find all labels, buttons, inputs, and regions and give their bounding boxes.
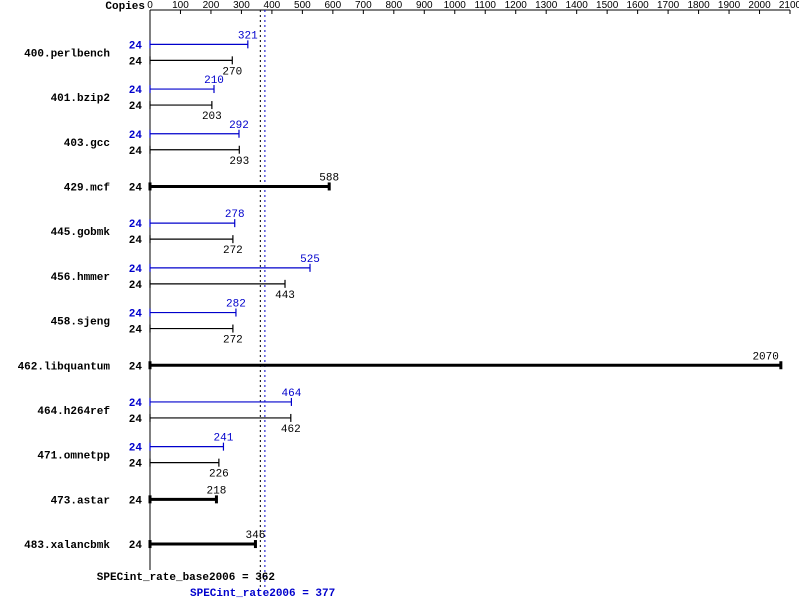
copies-value: 24: [129, 398, 143, 410]
result-value: 443: [275, 290, 295, 302]
result-value: 270: [222, 66, 242, 78]
xaxis-tick-label: 1300: [535, 0, 558, 11]
copies-value: 24: [129, 130, 143, 142]
xaxis-tick-label: 1100: [474, 0, 496, 11]
result-value: 272: [223, 335, 243, 347]
result-value: 272: [223, 245, 243, 257]
result-value: 241: [214, 433, 234, 445]
xaxis-tick-label: 1900: [718, 0, 741, 11]
chart-svg: 0 100 200 300 400 500 600 700 800 900 1000 1100 1200…: [0, 0, 799, 606]
xaxis-tick-label: 1400: [566, 0, 589, 11]
copies-header: Copies: [105, 1, 145, 13]
xaxis-tick-label: 1800: [687, 0, 710, 11]
xaxis-tick-label: 100: [172, 0, 189, 11]
benchmark-label: 462.libquantum: [18, 361, 111, 373]
xaxis-tick-label: 400: [264, 0, 281, 11]
benchmark-label: 445.gobmk: [51, 227, 111, 239]
copies-value: 24: [129, 264, 143, 276]
xaxis-tick-label: 0: [147, 0, 153, 11]
result-value: 346: [246, 530, 266, 542]
copies-value: 24: [129, 219, 143, 231]
xaxis-tick-label: 1000: [444, 0, 467, 11]
xaxis-tick-label: 900: [416, 0, 433, 11]
result-value: 210: [204, 75, 224, 87]
xaxis-tick-label: 500: [294, 0, 311, 11]
copies-value: 24: [129, 101, 143, 113]
copies-value: 24: [129, 540, 143, 552]
result-value: 282: [226, 299, 246, 311]
copies-value: 24: [129, 235, 143, 247]
benchmark-label: 401.bzip2: [51, 93, 110, 105]
benchmark-label: 458.sjeng: [51, 317, 110, 329]
benchmark-label: 400.perlbench: [24, 48, 110, 60]
result-value: 203: [202, 111, 222, 123]
copies-value: 24: [129, 495, 143, 507]
benchmark-label: 456.hmmer: [51, 272, 110, 284]
spec-rate-chart: 0 100 200 300 400 500 600 700 800 900 1000 1100 1200…: [0, 0, 799, 606]
xaxis-tick-label: 1500: [596, 0, 619, 11]
xaxis-tick-label: 1200: [505, 0, 528, 11]
copies-value: 24: [129, 309, 143, 321]
result-value: 278: [225, 209, 245, 221]
copies-value: 24: [129, 459, 143, 471]
xaxis-tick-label: 2000: [748, 0, 771, 11]
benchmark-label: 403.gcc: [64, 138, 110, 150]
benchmark-label: 429.mcf: [64, 182, 111, 194]
result-value: 464: [282, 388, 302, 400]
xaxis-tick-label: 800: [385, 0, 402, 11]
copies-value: 24: [129, 146, 143, 158]
copies-value: 24: [129, 40, 143, 52]
benchmark-label: 483.xalancbmk: [24, 540, 110, 552]
result-value: 292: [229, 120, 249, 132]
xaxis-tick-label: 300: [233, 0, 250, 11]
copies-value: 24: [129, 414, 143, 426]
xaxis-tick-label: 1600: [626, 0, 649, 11]
copies-value: 24: [129, 361, 143, 373]
result-value: 462: [281, 424, 301, 436]
copies-value: 24: [129, 182, 143, 194]
copies-value: 24: [129, 56, 143, 68]
result-value: 218: [207, 485, 227, 497]
result-value: 2070: [752, 351, 778, 363]
copies-value: 24: [129, 85, 143, 97]
result-value: 293: [229, 156, 249, 168]
copies-value: 24: [129, 280, 143, 292]
footer-label: SPECint_rate2006 = 377: [190, 588, 335, 600]
result-value: 525: [300, 254, 320, 266]
benchmark-label: 473.astar: [51, 495, 110, 507]
result-value: 321: [238, 30, 258, 42]
result-value: 588: [319, 172, 339, 184]
xaxis-tick-label: 1700: [657, 0, 680, 11]
footer-label: SPECint_rate_base2006 = 362: [97, 572, 275, 584]
benchmark-label: 471.omnetpp: [37, 451, 110, 463]
xaxis-tick-label: 600: [325, 0, 342, 11]
benchmark-label: 464.h264ref: [37, 406, 110, 418]
xaxis-tick-label: 2100: [779, 0, 799, 11]
xaxis-tick-label: 700: [355, 0, 372, 11]
xaxis-tick-label: 200: [203, 0, 220, 11]
result-value: 226: [209, 469, 229, 481]
copies-value: 24: [129, 325, 143, 337]
copies-value: 24: [129, 443, 143, 455]
